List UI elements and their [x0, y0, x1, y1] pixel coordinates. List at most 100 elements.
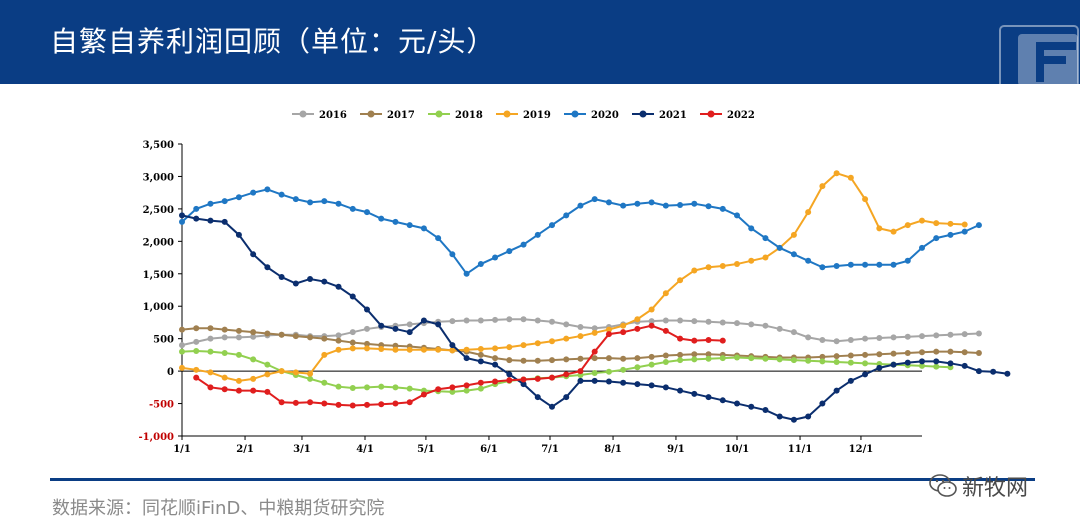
data-point-2018	[591, 370, 598, 377]
data-point-2021	[392, 325, 399, 332]
data-point-2016	[847, 336, 854, 343]
data-point-2018	[776, 356, 783, 363]
x-tick-label: 5/1	[417, 444, 435, 455]
data-point-2016	[919, 333, 925, 340]
y-tick-label: -1,000	[139, 432, 175, 443]
data-point-2020	[477, 261, 484, 268]
data-point-2017	[876, 351, 883, 358]
data-point-2022	[648, 322, 655, 329]
data-point-2016	[364, 325, 370, 332]
data-point-2021	[705, 394, 712, 401]
data-point-2022	[463, 382, 470, 389]
data-point-2021	[406, 329, 413, 336]
data-point-2020	[321, 198, 328, 205]
profit-line-chart: -1,000 -500 0 500 1,000 1,500 2,000 2,500 3,000 3…	[139, 110, 1011, 455]
data-point-2016	[890, 334, 897, 341]
data-point-2022	[477, 379, 484, 386]
legend-label-2016: 2016	[319, 110, 347, 121]
data-point-2020	[805, 257, 812, 264]
data-point-2019	[534, 340, 541, 347]
data-point-2021	[677, 387, 684, 394]
data-point-2018	[790, 357, 797, 364]
legend-marker-2022	[707, 110, 715, 118]
data-point-2017	[250, 329, 257, 336]
data-point-2018	[762, 355, 769, 362]
data-point-2020	[748, 225, 755, 232]
data-point-2020	[734, 212, 740, 219]
data-point-2016	[734, 320, 740, 327]
legend-marker-2019	[503, 110, 511, 118]
series-line-2019	[181, 172, 965, 382]
data-point-2017	[833, 353, 840, 360]
data-point-2017	[947, 348, 954, 355]
data-point-2021	[193, 215, 200, 222]
data-point-2017	[349, 339, 356, 346]
data-point-2016	[221, 334, 228, 341]
data-point-2017	[335, 337, 342, 344]
data-point-2020	[492, 254, 499, 261]
data-point-2019	[919, 217, 925, 224]
data-point-2021	[719, 397, 726, 404]
data-point-2016	[549, 318, 555, 325]
data-point-2020	[349, 205, 356, 212]
data-point-2020	[691, 200, 698, 207]
data-point-2019	[605, 326, 612, 333]
watermark-text: 新牧网	[962, 476, 1029, 501]
data-point-2020	[221, 198, 228, 205]
data-point-2022	[506, 377, 513, 384]
data-point-2017	[307, 334, 314, 341]
data-point-2017	[292, 333, 299, 340]
data-point-2018	[648, 361, 655, 368]
data-point-2018	[677, 357, 684, 364]
data-point-2021	[919, 358, 925, 365]
x-tick-label: 10/1	[725, 444, 750, 455]
data-point-2016	[947, 331, 954, 338]
data-point-2016	[748, 321, 755, 328]
data-point-2019	[734, 261, 740, 268]
data-point-2018	[449, 388, 456, 395]
series-line-2016	[181, 318, 979, 347]
data-point-2022	[264, 388, 271, 395]
data-point-2021	[435, 321, 442, 328]
data-point-2021	[819, 400, 826, 407]
y-tick-label: 2,500	[143, 205, 174, 216]
data-point-2020	[577, 202, 584, 209]
data-point-2019	[662, 290, 669, 297]
data-point-2017	[847, 352, 854, 359]
data-point-2018	[378, 383, 385, 390]
data-point-2016	[705, 318, 712, 325]
data-point-2018	[221, 349, 228, 356]
data-point-2020	[933, 235, 940, 242]
data-point-2019	[719, 262, 726, 269]
data-point-2019	[876, 225, 883, 232]
data-point-2021	[947, 360, 954, 367]
data-point-2022	[364, 401, 370, 408]
data-point-2016	[719, 319, 726, 326]
x-tick-label: 2/1	[236, 444, 254, 455]
data-point-2016	[207, 335, 214, 342]
data-point-2017	[278, 331, 285, 338]
data-point-2019	[179, 364, 185, 371]
data-point-2021	[221, 218, 228, 225]
data-point-2021	[990, 368, 997, 375]
data-point-2016	[492, 316, 499, 323]
data-point-2021	[933, 358, 940, 365]
data-point-2018	[620, 366, 627, 373]
data-point-2020	[620, 202, 627, 209]
data-point-2018	[463, 387, 470, 394]
data-point-2022	[292, 399, 299, 406]
data-point-2018	[748, 355, 755, 362]
data-point-2020	[549, 222, 555, 229]
data-point-2019	[292, 369, 299, 376]
data-point-2019	[805, 209, 812, 216]
data-point-2022	[378, 401, 385, 408]
data-point-2022	[235, 387, 242, 394]
footer-divider	[50, 478, 1035, 481]
data-point-2019	[492, 345, 499, 352]
data-point-2016	[193, 338, 200, 345]
data-point-2016	[876, 335, 883, 342]
data-point-2021	[620, 379, 627, 386]
data-point-2021	[591, 377, 598, 384]
data-point-2017	[591, 355, 598, 362]
data-point-2018	[321, 379, 328, 386]
